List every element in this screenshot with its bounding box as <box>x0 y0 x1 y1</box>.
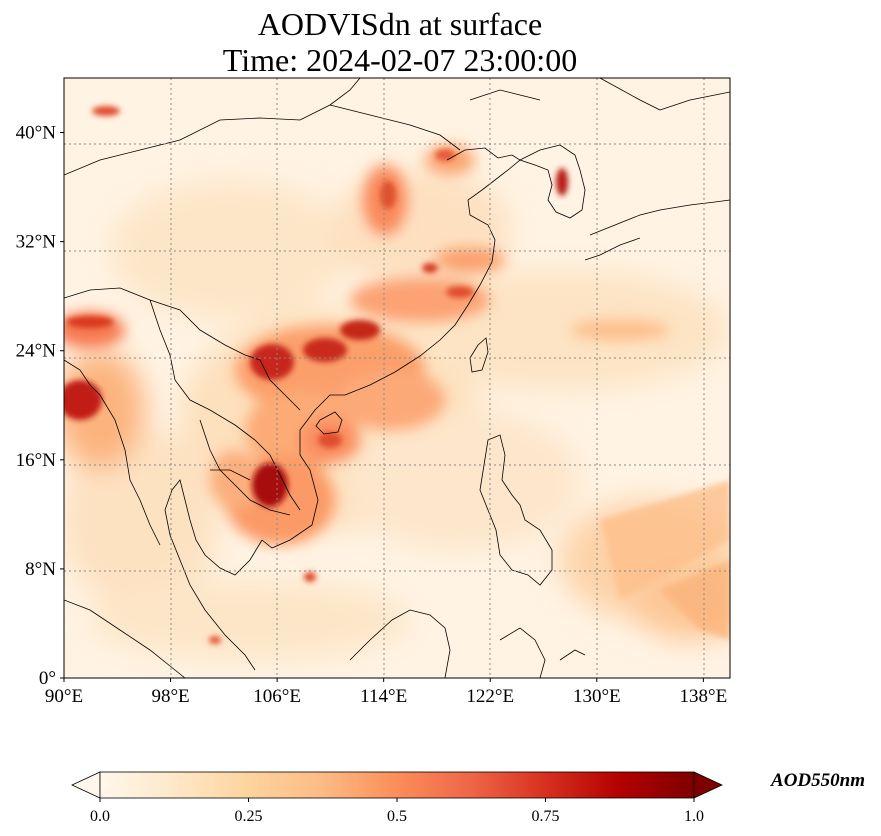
colorbar-tick-label: 0.75 <box>532 808 560 825</box>
lat-tick-label: 8°N <box>25 559 56 580</box>
aod-high-layer <box>64 106 568 644</box>
colorbar-tick-label: 0.25 <box>235 808 263 825</box>
lat-tick-label: 40°N <box>16 123 57 144</box>
map-frame <box>63 77 731 679</box>
gridlines <box>64 78 730 678</box>
lon-tick-label: 130°E <box>573 686 621 707</box>
map-title: AODVISdn at surface <box>257 6 543 42</box>
aod-field <box>64 78 730 678</box>
coastlines <box>64 78 730 678</box>
colorbar-tick-label: 1.0 <box>684 808 704 825</box>
colorbar-bar <box>99 771 695 799</box>
lat-tick-label: 32°N <box>16 232 57 253</box>
lon-tick-label: 106°E <box>253 686 301 707</box>
lon-tick-label: 122°E <box>466 686 514 707</box>
lon-tick-label: 98°E <box>151 686 189 707</box>
lat-tick-label: 0° <box>39 668 56 689</box>
colorbar-title: AOD550nm <box>770 770 865 791</box>
map-time-subtitle: Time: 2024-02-07 23:00:00 <box>222 42 578 78</box>
colorbar-ticks: 0.0 0.25 0.5 0.75 1.0 <box>90 798 704 825</box>
colorbar-extend-min <box>71 771 101 799</box>
lat-tick-label: 16°N <box>16 450 57 471</box>
aod-swath <box>600 480 730 640</box>
colorbar-extend-max <box>693 771 723 799</box>
lon-tick-label: 90°E <box>45 686 83 707</box>
map-panel <box>63 77 731 679</box>
lon-tick-label: 114°E <box>360 686 407 707</box>
lat-tick-labels: 0° 8°N 16°N 24°N 32°N 40°N <box>16 123 64 689</box>
colorbar-tick-label: 0.0 <box>90 808 110 825</box>
lon-tick-labels: 90°E 98°E 106°E 114°E 122°E 130°E 138°E <box>45 678 727 707</box>
colorbar-tick-label: 0.5 <box>387 808 407 825</box>
lon-tick-label: 138°E <box>680 686 728 707</box>
lat-tick-label: 24°N <box>16 341 57 362</box>
colorbar: 0.0 0.25 0.5 0.75 1.0 AOD550nm <box>71 770 865 825</box>
